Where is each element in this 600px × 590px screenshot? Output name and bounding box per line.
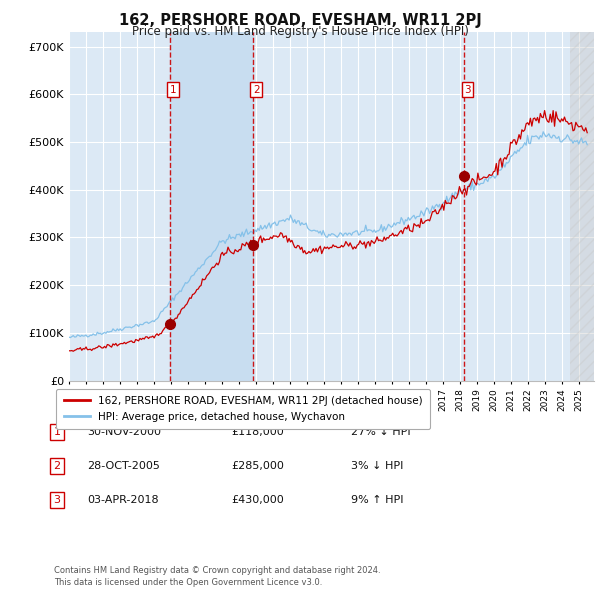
Text: 9% ↑ HPI: 9% ↑ HPI	[351, 496, 404, 505]
Text: £118,000: £118,000	[231, 427, 284, 437]
Text: 27% ↓ HPI: 27% ↓ HPI	[351, 427, 410, 437]
Text: 28-OCT-2005: 28-OCT-2005	[87, 461, 160, 471]
Text: Contains HM Land Registry data © Crown copyright and database right 2024.
This d: Contains HM Land Registry data © Crown c…	[54, 566, 380, 587]
Text: 3: 3	[464, 85, 471, 94]
Text: £430,000: £430,000	[231, 496, 284, 505]
Text: 3% ↓ HPI: 3% ↓ HPI	[351, 461, 403, 471]
Text: Price paid vs. HM Land Registry's House Price Index (HPI): Price paid vs. HM Land Registry's House …	[131, 25, 469, 38]
Text: 162, PERSHORE ROAD, EVESHAM, WR11 2PJ: 162, PERSHORE ROAD, EVESHAM, WR11 2PJ	[119, 13, 481, 28]
Bar	[170, 32, 253, 381]
Text: 1: 1	[53, 427, 61, 437]
Text: 3: 3	[53, 496, 61, 505]
Text: 30-NOV-2000: 30-NOV-2000	[87, 427, 161, 437]
Text: 2: 2	[53, 461, 61, 471]
Text: £285,000: £285,000	[231, 461, 284, 471]
Text: 03-APR-2018: 03-APR-2018	[87, 496, 158, 505]
Legend: 162, PERSHORE ROAD, EVESHAM, WR11 2PJ (detached house), HPI: Average price, deta: 162, PERSHORE ROAD, EVESHAM, WR11 2PJ (d…	[56, 389, 430, 429]
Text: 1: 1	[170, 85, 176, 94]
Bar	[570, 32, 594, 381]
Text: 2: 2	[253, 85, 260, 94]
